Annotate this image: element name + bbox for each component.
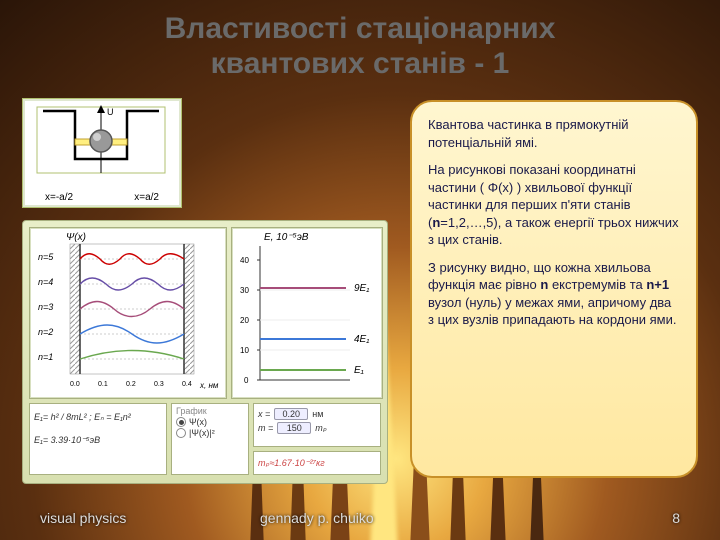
- desc-p3: З рисунку видно, що кожна хвильова функц…: [428, 259, 680, 329]
- svg-text:x, нм: x, нм: [199, 381, 219, 390]
- slide-title: Властивості стаціонарних квантових стані…: [0, 12, 720, 81]
- svg-text:20: 20: [240, 316, 249, 325]
- slide: Властивості стаціонарних квантових стані…: [0, 0, 720, 540]
- svg-text:0.4: 0.4: [182, 381, 192, 388]
- potential-well-diagram: U x=-a/2 x=a/2: [22, 98, 182, 208]
- controls-row: E₁= h² / 8mL² ; Eₙ = E₁n² E₁= 3.39·10⁻⁵э…: [29, 403, 381, 477]
- title-line2: квантових станів - 1: [211, 47, 510, 80]
- radio-dot-icon: [176, 428, 186, 438]
- svg-text:E, 10⁻⁵эВ: E, 10⁻⁵эВ: [264, 232, 309, 243]
- svg-text:4E₁: 4E₁: [354, 334, 369, 345]
- simulation-panel: Ψ(x) x, нм: [22, 220, 388, 484]
- mp-label: mₚ≈1.67·10⁻²⁷кг: [258, 458, 325, 469]
- formula1: E₁= h² / 8mL² ; Eₙ = E₁n²: [34, 412, 162, 423]
- svg-text:9E₁: 9E₁: [354, 283, 369, 294]
- svg-text:10: 10: [240, 346, 249, 355]
- title-line1: Властивості стаціонарних: [165, 12, 556, 45]
- graph-label: График: [176, 406, 244, 416]
- footer-page-number: 8: [672, 510, 680, 526]
- svg-text:0.3: 0.3: [154, 381, 164, 388]
- svg-text:n=2: n=2: [38, 327, 53, 337]
- desc-p2: На рисункові показані координатні частин…: [428, 161, 680, 249]
- formula-box: E₁= h² / 8mL² ; Eₙ = E₁n² E₁= 3.39·10⁻⁵э…: [29, 403, 167, 475]
- graph-type-box: График Ψ(x) |Ψ(x)|²: [171, 403, 249, 475]
- radio-psi-squared[interactable]: |Ψ(x)|²: [176, 428, 244, 438]
- formula2: E₁= 3.39·10⁻⁵эВ: [34, 435, 162, 446]
- svg-text:0.2: 0.2: [126, 381, 136, 388]
- x-input[interactable]: 0.20: [274, 408, 308, 420]
- svg-text:0.0: 0.0: [70, 381, 80, 388]
- m-unit: mₚ: [315, 423, 326, 434]
- svg-text:0.1: 0.1: [98, 381, 108, 388]
- u-label: U: [107, 107, 114, 117]
- radio-dot-icon: [176, 417, 186, 427]
- svg-text:0: 0: [244, 376, 249, 385]
- svg-text:n=1: n=1: [38, 352, 53, 362]
- well-svg: [23, 99, 181, 187]
- mp-box: mₚ≈1.67·10⁻²⁷кг: [253, 451, 381, 475]
- m-input[interactable]: 150: [277, 422, 311, 434]
- params-box: x = 0.20 нм m = 150 mₚ: [253, 403, 381, 447]
- radio-psi-label: Ψ(x): [189, 417, 207, 427]
- svg-text:30: 30: [240, 286, 249, 295]
- svg-text:40: 40: [240, 256, 249, 265]
- footer-left: visual physics: [40, 510, 126, 526]
- description-panel: Квантова частинка в прямокутній потенціа…: [410, 100, 698, 478]
- svg-text:E₁: E₁: [354, 365, 364, 376]
- svg-text:Ψ(x): Ψ(x): [66, 232, 86, 243]
- svg-text:n=5: n=5: [38, 252, 54, 262]
- svg-text:n=3: n=3: [38, 302, 53, 312]
- m-label: m =: [258, 423, 273, 433]
- psi-svg: Ψ(x) x, нм: [30, 228, 226, 398]
- radio-psi[interactable]: Ψ(x): [176, 417, 244, 427]
- footer-center: gennady p. chuiko: [260, 510, 374, 526]
- x-right-label: x=a/2: [134, 192, 159, 203]
- x-left-label: x=-a/2: [45, 192, 73, 203]
- energy-svg: E, 10⁻⁵эВ 0 10 20 30 40: [232, 228, 382, 398]
- wavefunction-plot: Ψ(x) x, нм: [29, 227, 227, 399]
- svg-text:n=4: n=4: [38, 277, 53, 287]
- radio-psi2-label: |Ψ(x)|²: [189, 428, 215, 438]
- desc-p1: Квантова частинка в прямокутній потенціа…: [428, 116, 680, 151]
- energy-levels-plot: E, 10⁻⁵эВ 0 10 20 30 40: [231, 227, 383, 399]
- x-unit: нм: [312, 409, 323, 419]
- x-label: x =: [258, 409, 270, 419]
